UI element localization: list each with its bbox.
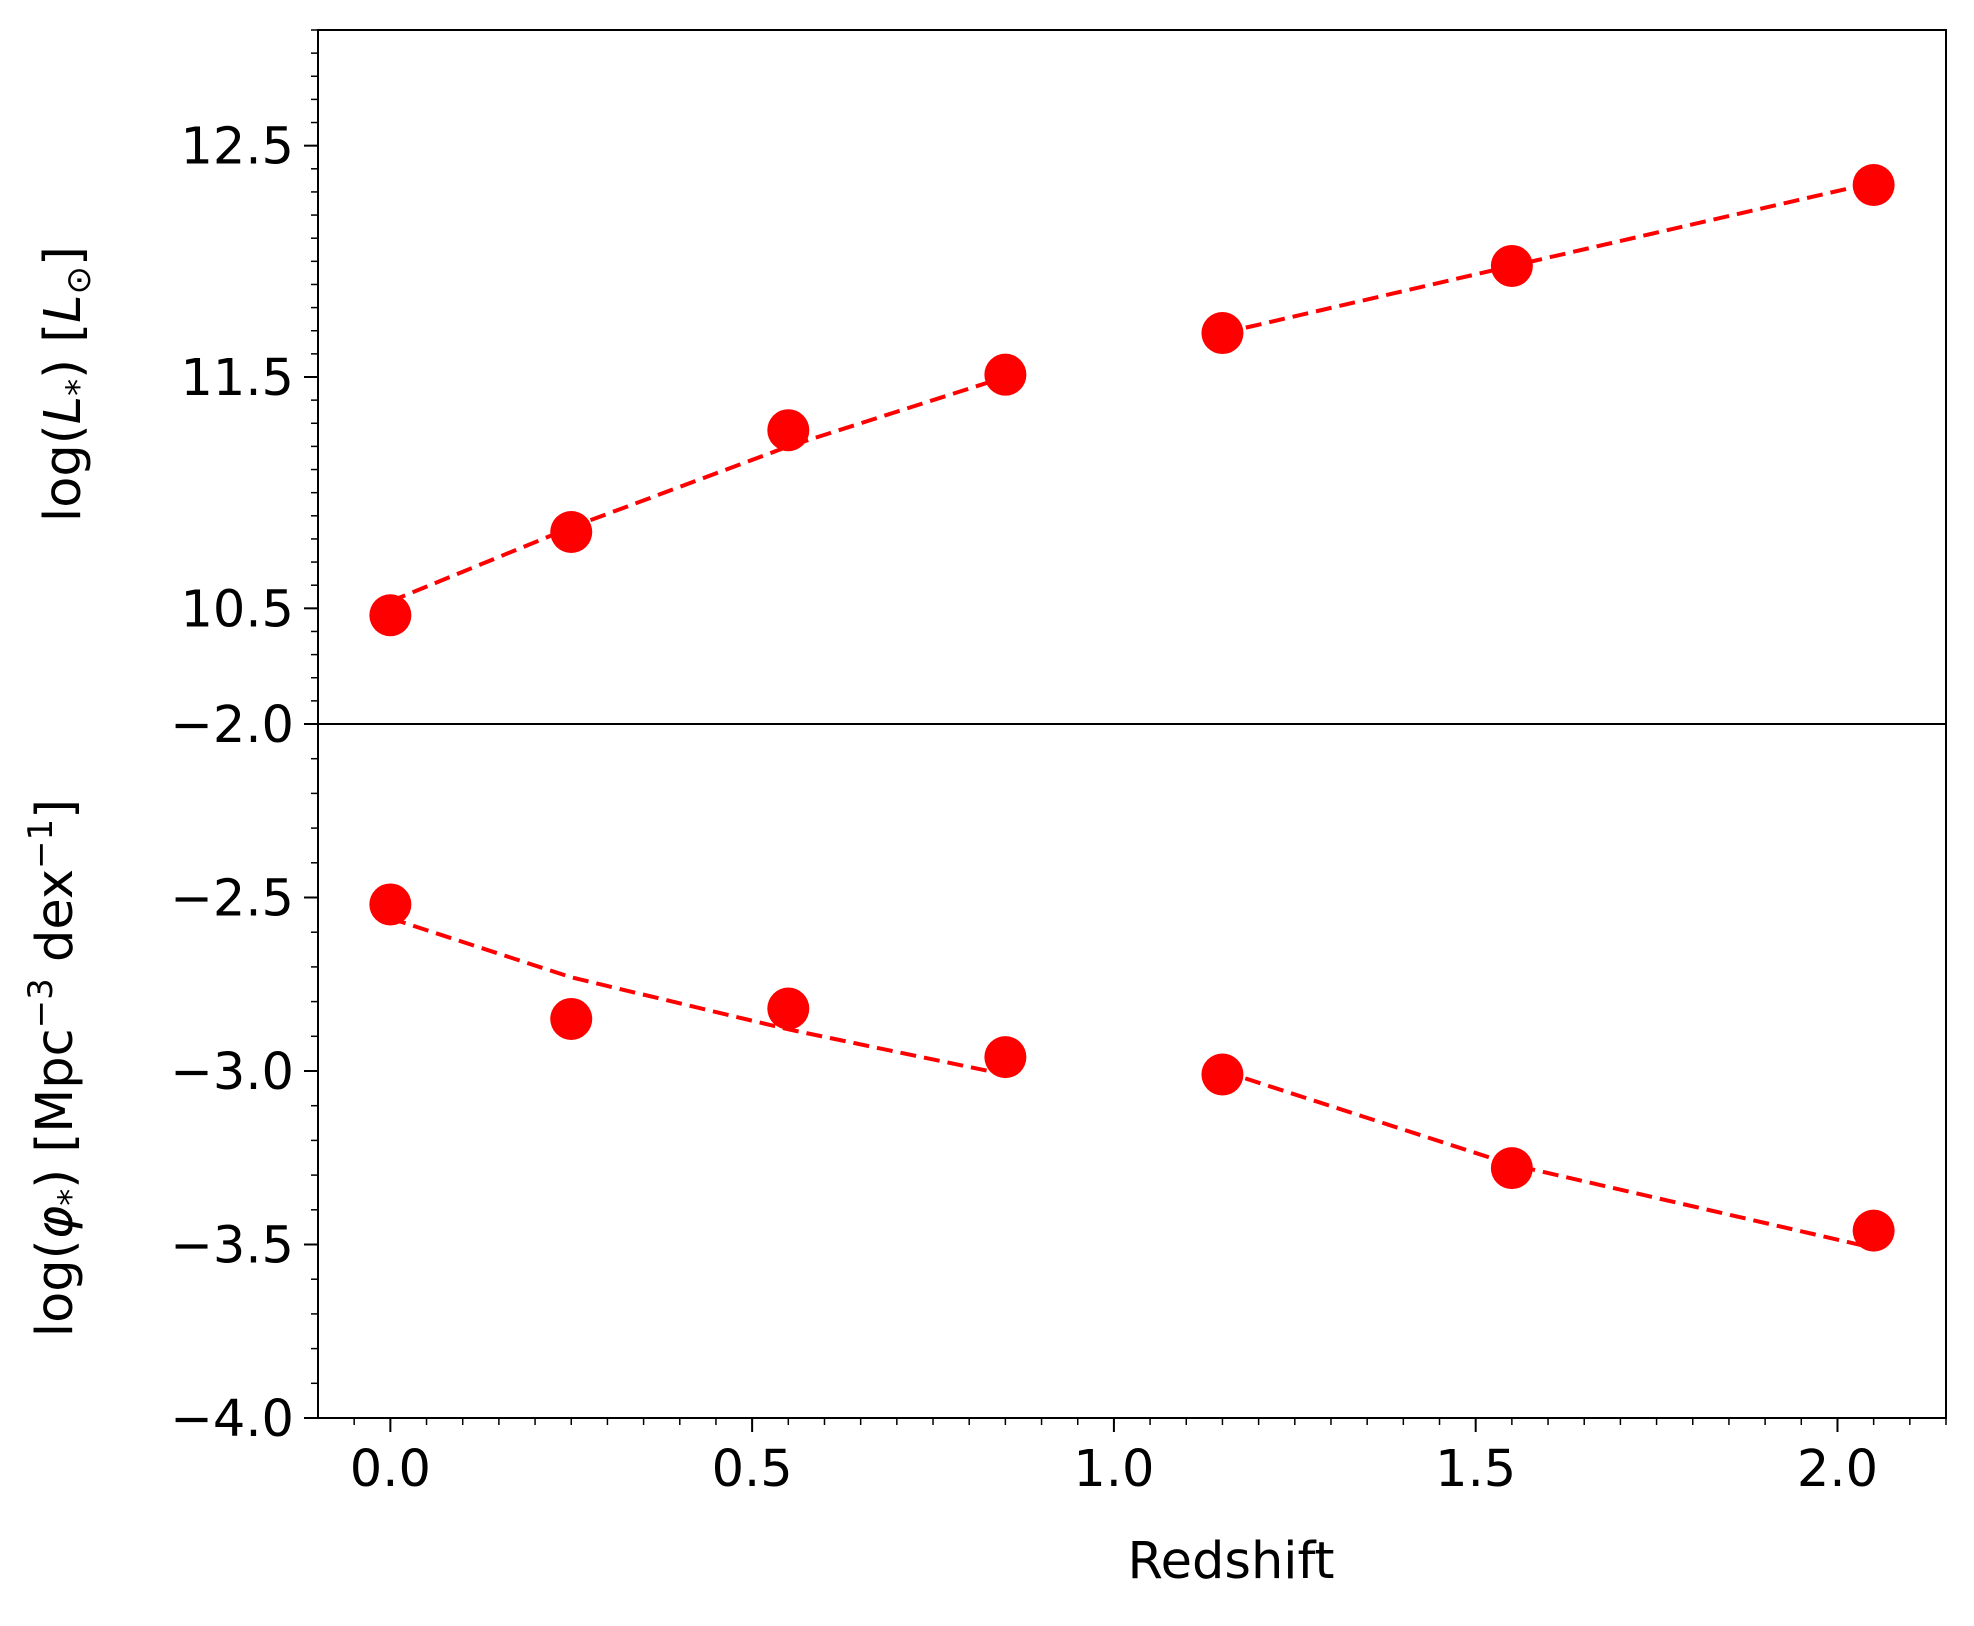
x-tick-label: 0.0	[350, 1440, 431, 1499]
data-point	[1852, 163, 1895, 206]
data-point	[1201, 1053, 1244, 1096]
data-point	[550, 510, 593, 553]
y-tick-label: 10.5	[180, 580, 294, 639]
data-point	[1852, 1209, 1895, 1252]
data-point	[369, 883, 412, 926]
bottom-y-axis-label: log(φ*) [Mpc−3 dex−1]	[21, 799, 91, 1337]
data-point	[984, 1036, 1027, 1079]
y-tick-label: 11.5	[180, 349, 294, 408]
y-tick-label: −3.0	[170, 1043, 294, 1102]
x-axis-label: Redshift	[1127, 1532, 1334, 1591]
x-tick-label: 0.5	[712, 1440, 793, 1499]
top-y-axis-label: log(L*) [L⊙]	[34, 246, 99, 522]
y-tick-label: −2.0	[170, 696, 294, 755]
x-tick-label: 2.0	[1797, 1440, 1878, 1499]
x-tick-label: 1.0	[1073, 1440, 1154, 1499]
data-point	[369, 594, 412, 637]
fit-line	[389, 916, 1006, 1077]
data-point	[1490, 1147, 1533, 1190]
y-tick-label: −4.0	[170, 1390, 294, 1449]
data-point	[550, 997, 593, 1040]
y-tick-label: −2.5	[170, 870, 294, 929]
y-tick-label: 12.5	[180, 118, 294, 177]
bottom-panel-density: −2.0 −2.5 −3.0 −3.5 −4.0 0.0 0.5 1.0 1.5 2.0	[170, 696, 1947, 1499]
fit-line	[389, 375, 1006, 604]
y-tick-label: −3.5	[170, 1217, 294, 1276]
data-point	[767, 987, 810, 1030]
data-point	[767, 409, 810, 452]
fit-line	[1221, 1069, 1875, 1250]
data-point	[1490, 244, 1533, 287]
data-point	[1201, 312, 1244, 355]
x-tick-label: 1.5	[1435, 1440, 1516, 1499]
data-point	[984, 353, 1027, 396]
